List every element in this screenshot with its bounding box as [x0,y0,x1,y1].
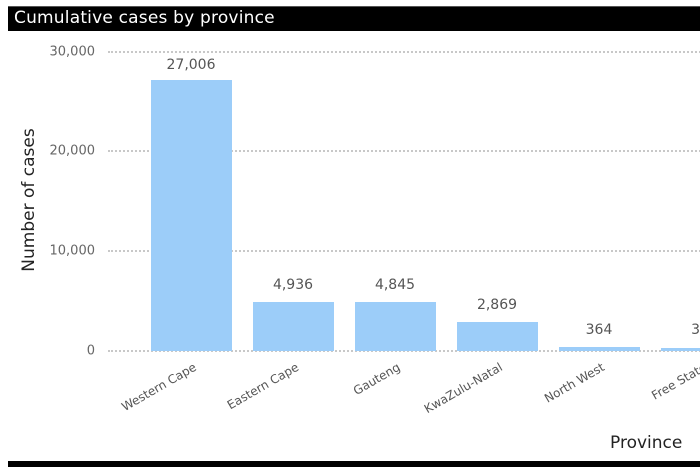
bar-gauteng[interactable] [355,302,436,351]
x-tick-western-cape: Western Cape [119,360,199,415]
bar-kwazulu-natal[interactable] [457,322,538,351]
x-axis-label: Province [610,433,683,453]
y-axis-label: Number of cases [19,128,39,272]
bar-eastern-cape[interactable] [253,302,334,351]
gridline [108,350,700,352]
x-tick-kwazulu-natal: KwaZulu-Natal [421,360,505,417]
data-label: 4,936 [272,277,314,293]
x-tick-north-west: North West [542,360,607,406]
y-tick-30000: 30,000 [49,44,96,60]
x-tick-eastern-cape: Eastern Cape [224,360,301,413]
bar-western-cape[interactable] [151,80,232,351]
data-label: 4,845 [374,277,416,293]
x-tick-gauteng: Gauteng [351,360,403,398]
bar-free-state[interactable] [661,348,700,351]
y-tick-0: 0 [86,343,95,359]
data-label: 32 [691,322,700,338]
data-label: 364 [585,322,613,338]
x-tick-free-state: Free State [649,360,700,403]
gridline [108,150,700,152]
bottom-border [8,461,700,467]
chart-title-bar: Cumulative cases by province [8,6,700,31]
bar-north-west[interactable] [559,347,640,351]
data-label: 2,869 [476,297,518,313]
y-tick-20000: 20,000 [49,143,96,159]
gridline [108,250,700,252]
y-tick-10000: 10,000 [49,243,96,259]
chart-title: Cumulative cases by province [14,8,275,28]
gridline [108,51,700,53]
data-label: 27,006 [166,57,216,73]
